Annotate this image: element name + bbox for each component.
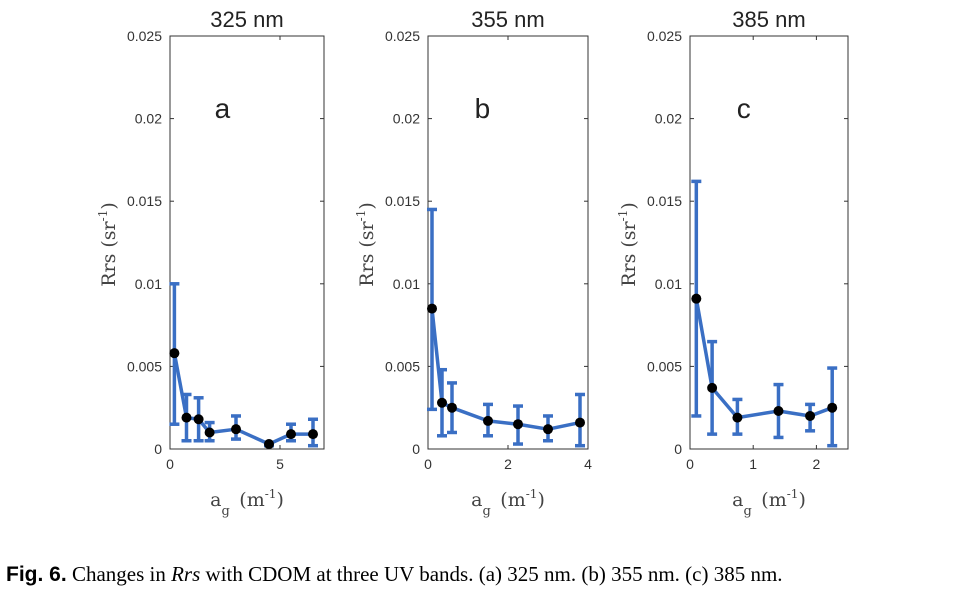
x-tick-label: 2	[504, 456, 512, 472]
y-tick-label: 0.025	[647, 28, 682, 44]
x-label-close: )	[537, 489, 544, 511]
panel-title: 385 nm	[732, 7, 805, 32]
y-tick-label: 0.01	[135, 276, 162, 292]
x-label-main: a	[471, 489, 482, 511]
x-label-close: )	[276, 489, 283, 511]
data-point	[308, 429, 318, 440]
plot-frame	[169, 35, 325, 450]
x-axis-label: ag (m-1)	[471, 487, 545, 519]
x-label-sub: g	[743, 504, 751, 519]
panel-title: 355 nm	[471, 7, 544, 32]
data-point	[483, 415, 493, 426]
x-tick-label: 4	[584, 456, 592, 472]
x-label-main: a	[732, 489, 743, 511]
x-label-unit: (m	[752, 489, 787, 511]
data-point	[575, 417, 585, 428]
x-label-unit: (m	[491, 489, 526, 511]
x-label-sub: g	[482, 504, 490, 519]
y-tick-label: 0.015	[647, 193, 682, 209]
data-point	[827, 402, 838, 413]
y-tick-label: 0.005	[127, 358, 162, 374]
data-point	[169, 348, 180, 359]
x-tick-label: 1	[749, 456, 757, 472]
y-label-exp: -1	[354, 210, 368, 222]
y-tick-label: 0.01	[393, 276, 420, 292]
data-point	[691, 293, 702, 304]
data-point	[231, 424, 241, 435]
data-point	[427, 303, 437, 314]
y-tick-label: 0.005	[385, 358, 420, 374]
y-tick-label: 0	[412, 441, 420, 457]
x-label-exp: -1	[787, 487, 799, 501]
data-point	[193, 414, 204, 425]
y-tick-label: 0	[154, 441, 162, 457]
caption-text-before: Changes in	[71, 562, 172, 586]
data-point	[805, 410, 816, 421]
x-axis-label: ag (m-1)	[210, 487, 284, 519]
y-tick-label: 0.02	[135, 111, 162, 127]
data-point	[286, 429, 296, 440]
x-tick-label: 5	[276, 456, 284, 472]
data-point	[513, 419, 523, 430]
x-label-unit: (m	[230, 489, 265, 511]
y-label-close: )	[98, 202, 120, 209]
y-tick-label: 0.025	[385, 28, 420, 44]
series-line	[694, 298, 833, 420]
panel-title: 325 nm	[210, 7, 283, 32]
x-tick-label: 2	[813, 456, 821, 472]
x-label-main: a	[210, 489, 221, 511]
y-tick-label: 0.015	[385, 193, 420, 209]
caption-label: Fig. 6.	[6, 563, 67, 586]
data-point	[264, 439, 274, 450]
x-axis-label: ag (m-1)	[732, 487, 806, 519]
x-tick-label: 0	[166, 456, 174, 472]
y-tick-label: 0.025	[127, 28, 162, 44]
y-tick-label: 0.02	[655, 111, 682, 127]
y-label-close: )	[356, 202, 378, 209]
y-label-main: Rrs (sr	[98, 220, 120, 286]
y-label-exp: -1	[96, 210, 110, 222]
plot-frame	[689, 35, 849, 450]
x-tick-label: 0	[686, 456, 694, 472]
y-tick-label: 0.005	[647, 358, 682, 374]
data-point	[437, 397, 447, 408]
data-point	[543, 424, 553, 435]
caption-text-after: with CDOM at three UV bands. (a) 325 nm.…	[200, 562, 783, 586]
y-axis-label: Rrs (sr-1)	[354, 202, 378, 287]
x-label-sub: g	[221, 504, 229, 519]
panel-letter: c	[737, 93, 751, 124]
data-point	[707, 382, 718, 393]
y-tick-label: 0	[674, 441, 682, 457]
data-point	[181, 412, 192, 423]
panel-letter: a	[215, 93, 231, 124]
figure-caption: Fig. 6. Changes in Rrs with CDOM at thre…	[6, 562, 783, 587]
y-label-main: Rrs (sr	[618, 220, 640, 286]
x-label-close: )	[798, 489, 805, 511]
y-label-close: )	[618, 202, 640, 209]
x-label-exp: -1	[526, 487, 538, 501]
x-tick-label: 0	[424, 456, 432, 472]
y-axis-label: Rrs (sr-1)	[96, 202, 120, 287]
data-point	[773, 406, 784, 417]
caption-italic: Rrs	[171, 562, 201, 586]
y-label-main: Rrs (sr	[356, 220, 378, 286]
y-tick-label: 0.01	[655, 276, 682, 292]
panel-letter: b	[475, 93, 491, 124]
y-tick-label: 0.02	[393, 111, 420, 127]
x-label-exp: -1	[265, 487, 277, 501]
data-point	[732, 412, 743, 423]
y-label-exp: -1	[616, 210, 630, 222]
data-point	[204, 427, 215, 438]
y-axis-label: Rrs (sr-1)	[616, 202, 640, 287]
y-tick-label: 0.015	[127, 193, 162, 209]
data-point	[447, 402, 457, 413]
